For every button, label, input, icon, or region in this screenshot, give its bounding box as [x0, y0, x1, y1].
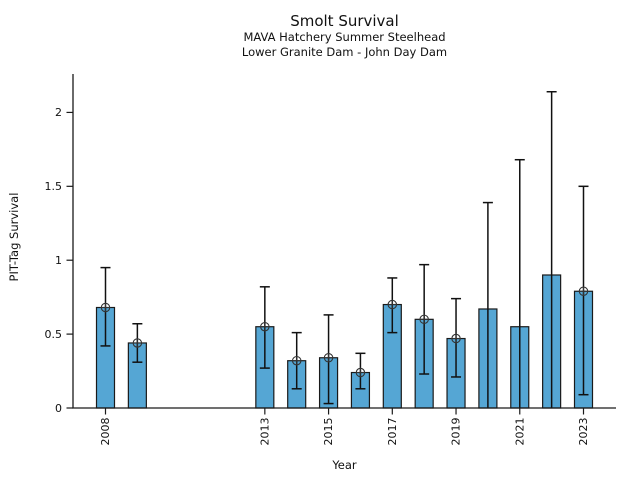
chart-title: Smolt Survival — [290, 12, 399, 30]
chart-subtitle-reach: Lower Granite Dam - John Day Dam — [241, 45, 448, 59]
x-tick-label-2013: 2013 — [258, 418, 271, 446]
axis-spines — [72, 74, 616, 409]
y-tick-label-1: 1 — [55, 254, 62, 267]
x-tick-label-2021: 2021 — [513, 418, 526, 446]
y-tick-label-0.5: 0.5 — [45, 328, 63, 341]
chart-subtitle-stock: MAVA Hatchery Summer Steelhead — [243, 30, 446, 44]
y-tick-label-2: 2 — [55, 106, 62, 119]
x-axis-label: Year — [332, 458, 357, 472]
y-tick-label-0: 0 — [55, 402, 62, 415]
x-tick-label-2008: 2008 — [99, 418, 112, 446]
x-tick-label-2017: 2017 — [386, 418, 399, 446]
x-tick-label-2015: 2015 — [322, 418, 335, 446]
x-tick-label-2019: 2019 — [450, 418, 463, 446]
y-tick-label-1.5: 1.5 — [45, 180, 63, 193]
x-tick-label-2023: 2023 — [577, 418, 590, 446]
